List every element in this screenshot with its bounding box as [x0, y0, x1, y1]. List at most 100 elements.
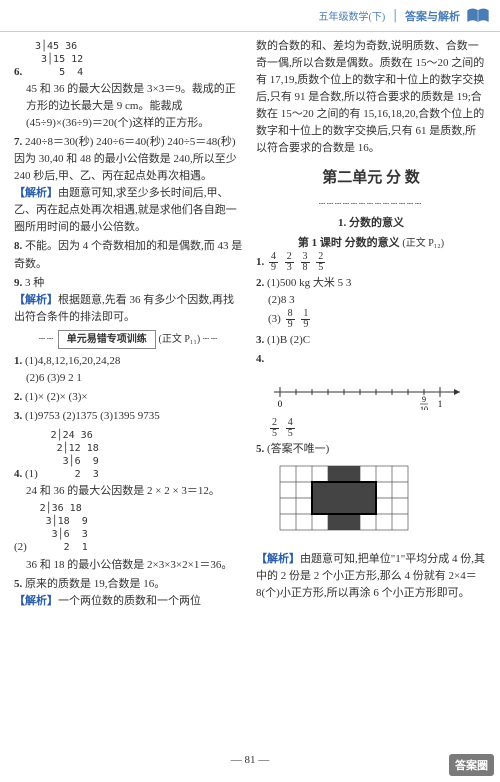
t4-div2: 2│36 18 3│18 9 3│6 3 2 1	[40, 502, 88, 554]
watermark-badge: 答案圈	[449, 754, 494, 776]
lesson1: 第 1 课时 分数的意义	[298, 237, 400, 249]
t1-a: (1)4,8,12,16,20,24,28	[25, 355, 120, 367]
t3-a: (1)9753 (2)1375 (3)1395 9735	[25, 410, 160, 422]
t4-num: 4.	[14, 468, 22, 480]
q6: 6. 3│45 36 3│15 12 5 4 45 和 36 的最大公因数是 3…	[14, 38, 244, 132]
grade-label: 五年级数学(下)	[319, 8, 386, 23]
frac: 25	[316, 252, 325, 273]
lesson1-ref: (正文 P₁₂)	[402, 238, 444, 249]
div-row: 3│15 12	[35, 53, 83, 66]
dotted: ┈┈┈┈┈┈┈┈┈┈┈┈┈	[256, 197, 486, 213]
dots: ┈┈	[203, 334, 219, 345]
q9-num: 9.	[14, 277, 22, 289]
unit-train-title: 单元易错专项训练	[58, 330, 156, 350]
t5-p1: 原来的质数是 19,合数是 16。	[25, 578, 165, 590]
unit2-title: 第二单元 分 数	[256, 167, 486, 190]
r-q2: 2. (1)500 kg 大米 5 3 (2)8 3 (3) 89 19	[256, 275, 486, 330]
q6-text: 45 和 36 的最大公因数是 3×3＝9。裁成的正方形的边长最大是 9 cm。…	[14, 81, 244, 132]
analysis-label: 【解析】	[14, 187, 58, 199]
t1-num: 1.	[14, 355, 22, 367]
grid-figure	[276, 462, 486, 548]
r-q5-note: (答案不唯一)	[267, 443, 329, 455]
q8-num: 8.	[14, 240, 22, 252]
div-row: 3│6 9	[51, 455, 99, 468]
t5: 5. 原来的质数是 19,合数是 16。 【解析】一个两位数的质数和一个两位	[14, 576, 244, 610]
r-q3: 3. (1)B (2)C	[256, 332, 486, 349]
frac: 45	[286, 418, 295, 439]
t1: 1. (1)4,8,12,16,20,24,28 (2)6 (3)9 2 1	[14, 353, 244, 387]
r-q1-num: 1.	[256, 256, 264, 268]
page-number: — 81 —	[0, 752, 500, 766]
t2-num: 2.	[14, 391, 22, 403]
content-columns: 6. 3│45 36 3│15 12 5 4 45 和 36 的最大公因数是 3…	[0, 32, 500, 752]
frac: 89	[286, 309, 295, 330]
t2-a: (1)× (2)× (3)×	[25, 391, 88, 403]
r-q4-num: 4.	[256, 353, 264, 365]
frac: 19	[301, 309, 310, 330]
dots: ┈┈	[39, 334, 55, 345]
r-q2-num: 2.	[256, 277, 264, 289]
q8-text: 不能。因为 4 个奇数相加的和是偶数,而 43 是奇数。	[14, 240, 242, 269]
q9: 9. 3 种 【解析】根据题意,先看 36 有多少个因数,再找出符合条件的排法即…	[14, 275, 244, 326]
frac: 38	[301, 252, 310, 273]
right-column: 数的合数的和、差均为奇数,说明质数、合数一奇一偶,所以合数是偶数。质数在 15～…	[250, 38, 492, 752]
frac: 23	[285, 252, 294, 273]
t5-exp: 一个两位数的质数和一个两位	[58, 595, 201, 607]
t4-div1: 2│24 36 2│12 18 3│6 9 2 3	[51, 429, 99, 481]
q7-text: 240÷8＝30(秒) 240÷6＝40(秒) 240÷5＝48(秒) 因为 3…	[14, 136, 237, 182]
r-q2-c-pre: (3)	[268, 313, 281, 325]
r-q3-num: 3.	[256, 334, 264, 346]
t4-p2: 36 和 18 的最小公倍数是 2×3×3×2×1＝36。	[14, 557, 244, 574]
q6-num: 6.	[14, 66, 22, 78]
q7: 7. 240÷8＝30(秒) 240÷6＝40(秒) 240÷5＝48(秒) 因…	[14, 134, 244, 236]
left-column: 6. 3│45 36 3│15 12 5 4 45 和 36 的最大公因数是 3…	[8, 38, 250, 752]
sec1-title: 1. 分数的意义	[256, 215, 486, 232]
cont-text: 数的合数的和、差均为奇数,说明质数、合数一奇一偶,所以合数是偶数。质数在 15～…	[256, 38, 486, 157]
t4-p1: 24 和 36 的最大公因数是 2 × 2 × 3＝12。	[14, 483, 244, 500]
unit-train-ref: (正文 P₁₁)	[159, 334, 201, 345]
svg-text:0: 0	[278, 399, 283, 409]
lesson1-line: 第 1 课时 分数的意义 (正文 P₁₂)	[256, 235, 486, 252]
div-row: 2 1	[40, 541, 88, 554]
r-q4: 4. 0 1 9	[256, 351, 486, 439]
svg-text:10: 10	[420, 405, 428, 410]
div-row: 2 3	[51, 468, 99, 481]
div-row: 3│6 3	[40, 528, 88, 541]
q9-text: 3 种	[25, 277, 44, 289]
svg-text:9: 9	[422, 395, 426, 404]
div-row: 3│18 9	[40, 515, 88, 528]
unit-train-heading: ┈┈ 单元易错专项训练 (正文 P₁₁) ┈┈	[14, 330, 244, 350]
r-q4-fracs: 25 45	[256, 418, 486, 439]
r-q3-a: (1)B (2)C	[267, 334, 310, 346]
q7-num: 7.	[14, 136, 22, 148]
r-q2-a: (1)500 kg 大米 5 3	[267, 277, 351, 289]
t4: 4. (1) 2│24 36 2│12 18 3│6 9 2 3 24 和 36…	[14, 427, 244, 573]
frac: 25	[270, 418, 279, 439]
number-line: 0 1 9 10	[270, 374, 486, 416]
page-header: 五年级数学(下) │ 答案与解析	[0, 0, 500, 32]
r-q5: 5. (答案不唯一)	[256, 441, 486, 601]
r-q2-b: (2)8 3	[256, 292, 486, 309]
r-q5-num: 5.	[256, 443, 264, 455]
div-row: 2│12 18	[51, 442, 99, 455]
analysis-label: 【解析】	[256, 553, 300, 565]
q8: 8. 不能。因为 4 个奇数相加的和是偶数,而 43 是奇数。	[14, 238, 244, 272]
div-row: 3│45 36	[35, 40, 83, 53]
divider: │	[391, 10, 399, 22]
analysis-label: 【解析】	[14, 595, 58, 607]
t3-num: 3.	[14, 410, 22, 422]
r-q2-c: (3) 89 19	[256, 309, 486, 330]
analysis-label: 【解析】	[14, 294, 58, 306]
answers-title: 答案与解析	[405, 8, 460, 24]
t2: 2. (1)× (2)× (3)×	[14, 389, 244, 406]
t1-b: (2)6 (3)9 2 1	[14, 370, 244, 387]
div-row: 2│36 18	[40, 502, 88, 515]
svg-text:1: 1	[438, 399, 443, 409]
q6-division: 3│45 36 3│15 12 5 4	[35, 40, 83, 79]
t3: 3. (1)9753 (2)1375 (3)1395 9735	[14, 408, 244, 425]
t5-num: 5.	[14, 578, 22, 590]
div-row: 2│24 36	[51, 429, 99, 442]
r-q1: 1. 49 23 38 25	[256, 252, 486, 273]
book-icon	[466, 7, 490, 25]
div-row: 5 4	[35, 66, 83, 79]
